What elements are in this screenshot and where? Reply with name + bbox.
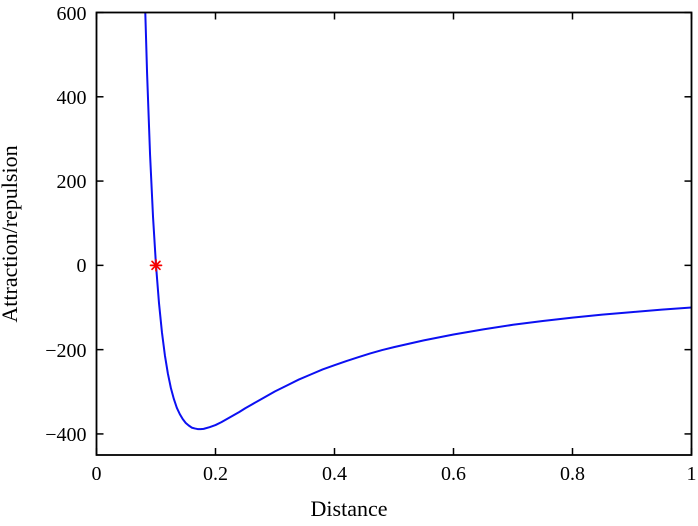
x-tick-label: 0.8 (560, 463, 585, 485)
x-tick-label: 0.2 (203, 463, 228, 485)
x-tick-label: 0 (91, 463, 102, 485)
y-tick-label: 600 (56, 2, 87, 25)
asterisk-arm (151, 260, 161, 271)
y-tick-label: 200 (56, 171, 87, 194)
y-tick-label: −200 (45, 339, 87, 362)
x-axis-title: Distance (310, 496, 388, 521)
y-tick-label: 0 (76, 255, 87, 278)
zero-crossing-marker (149, 259, 163, 272)
curve-line (144, 12, 692, 431)
y-tick-label: −400 (45, 423, 87, 446)
x-tick-label: 0.6 (441, 463, 466, 485)
x-tick-label: 0.4 (322, 463, 347, 485)
plot-box (95, 11, 693, 456)
x-tick-label: 1 (686, 463, 697, 485)
y-tick-label: 400 (56, 86, 87, 109)
